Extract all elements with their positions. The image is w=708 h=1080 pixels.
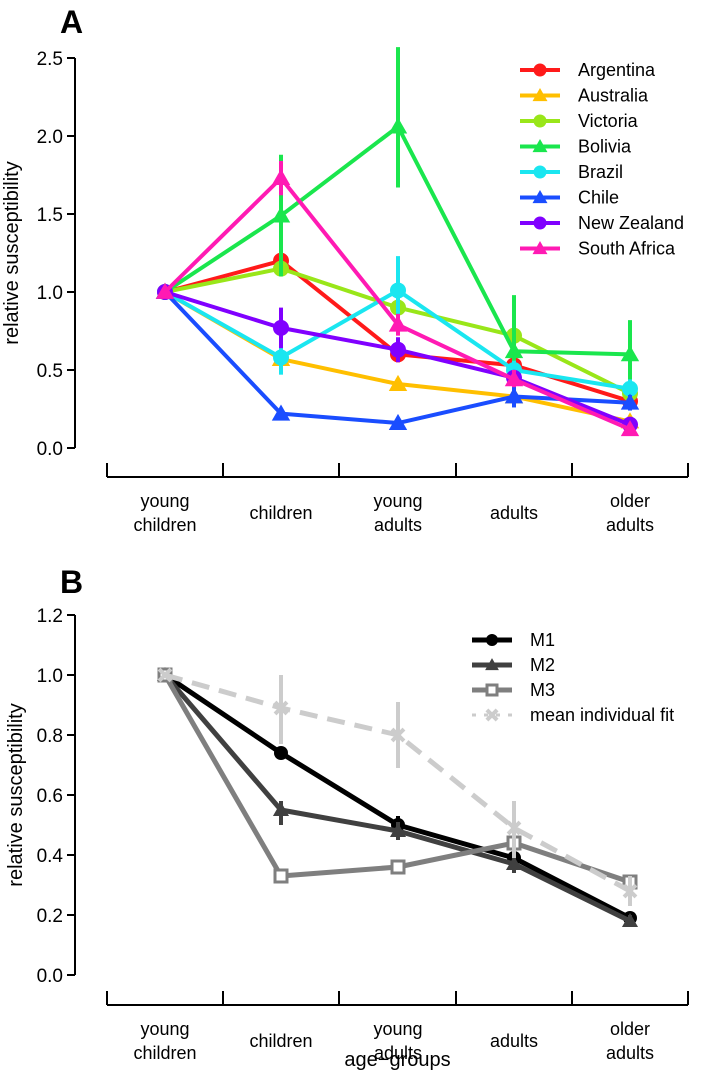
data-point: [273, 868, 289, 884]
data-point: [390, 341, 406, 358]
legend-label: M3: [530, 680, 555, 700]
data-point: [504, 370, 524, 387]
data-point: [157, 667, 173, 683]
legend-marker: [532, 190, 548, 204]
panel-b-legend: M1 M2 M3 mean individual fit: [472, 630, 674, 725]
data-point: [388, 413, 408, 430]
panel-b-x-category-label: adults: [606, 1043, 654, 1063]
panel-a-y-tick-label: 0.0: [37, 439, 63, 460]
panel-b-x-category-label: adults: [490, 1031, 538, 1051]
legend-label: Victoria: [578, 111, 639, 131]
panel-b-x-category-label: children: [249, 1031, 312, 1051]
data-point: [388, 374, 408, 391]
data-point: [272, 801, 290, 817]
data-point: [621, 912, 639, 928]
legend-marker: [533, 114, 547, 128]
legend-marker: [533, 216, 547, 230]
data-point: [504, 342, 524, 359]
legend-label: M2: [530, 655, 555, 675]
panel-b-x-axis-label: age−groups: [344, 1049, 450, 1071]
panel-b-y-tick-label: 0.4: [37, 846, 64, 867]
data-point: [620, 345, 640, 362]
data-point: [390, 727, 406, 743]
panel-a-x-category-label: children: [133, 515, 196, 535]
data-point: [390, 859, 406, 875]
legend-marker: [533, 165, 547, 179]
panel-b-y-tick-label: 1.2: [37, 606, 63, 627]
panel-b-x-category-label: young: [140, 1019, 189, 1039]
data-point: [620, 393, 640, 410]
panel-b-y-axis-label: relative susceptibility: [5, 703, 27, 886]
data-point: [274, 746, 288, 760]
legend-marker: [485, 683, 499, 697]
legend-label: Chile: [578, 188, 619, 208]
panel-b-series-m3: [157, 667, 638, 890]
panel-b: B 0.0 0.2 0.4 0.6 0.8 1.0 1.2 relative susceptib…: [5, 564, 689, 1071]
legend-marker: [485, 708, 499, 722]
panel-a-x-category-label: older: [610, 491, 650, 511]
legend-marker: [532, 88, 548, 102]
panel-a-x-category-label: young: [140, 491, 189, 511]
legend-label: South Africa: [578, 239, 676, 259]
panel-a-legend: Argentina Australia Victoria Bolivia Brazil C…: [520, 60, 684, 259]
legend-marker: [486, 634, 498, 646]
panel-a-y-tick-label: 1.5: [37, 205, 63, 226]
panel-a-x-category-label: children: [249, 503, 312, 523]
panel-a-y-tick-label: 2.5: [37, 49, 63, 70]
panel-a-x-category-label: young: [373, 491, 422, 511]
legend-label: Brazil: [578, 162, 623, 182]
data-point: [622, 883, 638, 899]
panel-a-y-tick-label: 2.0: [37, 127, 63, 148]
data-point: [271, 206, 291, 223]
panel-b-y-tick-label: 1.0: [37, 666, 63, 687]
panel-a-x-category-label: adults: [374, 515, 422, 535]
legend-label: Australia: [578, 86, 649, 106]
panel-b-y-tick-label: 0.6: [37, 786, 63, 807]
data-point: [390, 282, 406, 299]
panel-a-y-axis-label: relative susceptibility: [1, 161, 23, 344]
data-point: [389, 822, 407, 838]
data-point: [273, 319, 289, 336]
data-point: [388, 117, 408, 134]
panel-b-x-category-label: children: [133, 1043, 196, 1063]
legend-marker: [485, 658, 499, 671]
data-point: [273, 700, 289, 716]
data-point: [505, 855, 523, 871]
panel-b-x-category-label: young: [373, 1019, 422, 1039]
legend-marker: [532, 241, 548, 255]
panel-a-y-tick-label: 1.0: [37, 283, 63, 304]
legend-label: New Zealand: [578, 213, 684, 233]
panel-b-y-tick-label: 0.0: [37, 966, 63, 987]
panel-b-x-category-label: older: [610, 1019, 650, 1039]
data-point: [506, 820, 522, 836]
panel-b-y-tick-label: 0.8: [37, 726, 63, 747]
legend-label: M1: [530, 630, 555, 650]
data-point: [271, 404, 291, 421]
panel-b-letter: B: [60, 564, 83, 600]
data-point: [388, 315, 408, 332]
data-point: [271, 168, 291, 186]
panel-b-x-category-label: adults: [374, 1043, 422, 1063]
panel-a-y-tick-label: 0.5: [37, 361, 63, 382]
legend-marker: [532, 139, 548, 153]
panel-b-series-mean-individual-fit: [157, 667, 638, 906]
panel-a: A 0.0 0.5 1.0 1.5 2.0 2.5 relative susceptibili…: [1, 4, 689, 535]
data-point: [504, 387, 524, 404]
panel-a-series-south-africa: [155, 160, 640, 437]
legend-marker: [533, 63, 547, 77]
legend-label: mean individual fit: [530, 705, 674, 725]
panel-a-series-brazil: [157, 256, 638, 397]
panel-a-x-category-label: adults: [490, 503, 538, 523]
data-point: [273, 349, 289, 366]
legend-label: Bolivia: [578, 137, 632, 157]
panel-a-letter: A: [60, 4, 83, 40]
panel-a-x-category-label: adults: [606, 515, 654, 535]
data-point: [620, 420, 640, 437]
panel-b-y-tick-label: 0.2: [37, 906, 63, 927]
data-point: [622, 380, 638, 397]
legend-label: Argentina: [578, 60, 656, 80]
data-point: [155, 282, 175, 299]
